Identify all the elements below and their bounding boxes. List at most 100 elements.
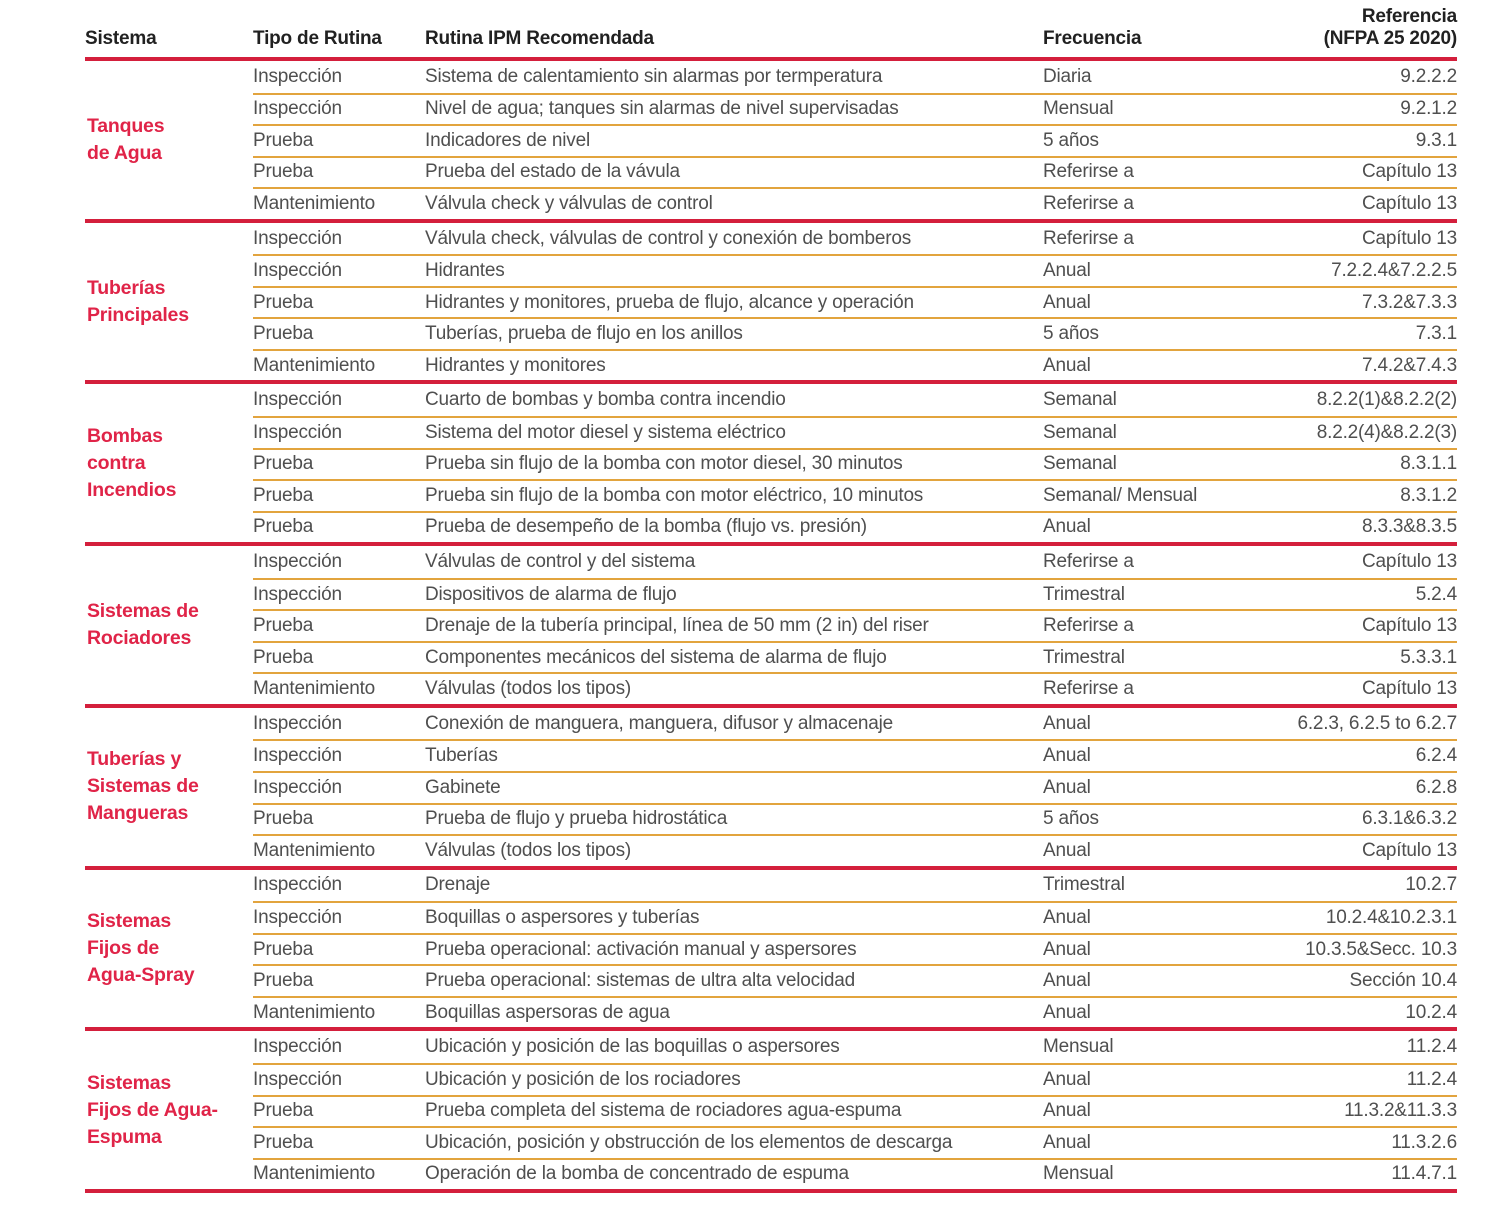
cell-tipo-de-rutina: Prueba — [253, 323, 314, 345]
table-row: Mantenimiento Hidrantes y monitores Anua… — [253, 348, 1457, 381]
column-header-sistema: Sistema — [85, 28, 157, 49]
cell-tipo-de-rutina: Prueba — [253, 808, 314, 830]
cell-rutina-ipm: Hidrantes y monitores, prueba de flujo, … — [425, 291, 914, 313]
system-label: Sistemas de Rociadores — [85, 546, 253, 704]
cell-rutina-ipm: Hidrantes y monitores — [425, 354, 606, 376]
cell-referencia: 11.2.4 — [1406, 1036, 1457, 1058]
table-row: Prueba Prueba de desempeño de la bomba (… — [253, 510, 1457, 543]
cell-frecuencia: Anual — [1043, 291, 1091, 313]
cell-rutina-ipm: Componentes mecánicos del sistema de ala… — [425, 646, 887, 668]
column-header-referencia-line1: Referencia — [1361, 6, 1457, 27]
system-label: Sistemas Fijos de Agua- Espuma — [85, 1031, 253, 1189]
cell-frecuencia: Anual — [1043, 516, 1091, 538]
cell-tipo-de-rutina: Prueba — [253, 484, 314, 506]
table-row: Mantenimiento Operación de la bomba de c… — [253, 1157, 1457, 1190]
table-row: Prueba Prueba de flujo y prueba hidrostá… — [253, 802, 1457, 835]
table-row: Prueba Ubicación, posición y obstrucción… — [253, 1126, 1457, 1158]
cell-referencia: Capítulo 13 — [1362, 161, 1457, 183]
cell-referencia: 9.3.1 — [1415, 129, 1457, 151]
cell-frecuencia: Referirse a — [1043, 615, 1134, 637]
cell-frecuencia: Trimestral — [1043, 646, 1125, 668]
cell-referencia: 6.2.3, 6.2.5 to 6.2.7 — [1297, 712, 1457, 734]
table-row: Prueba Tuberías, prueba de flujo en los … — [253, 317, 1457, 349]
cell-referencia: 8.3.1.2 — [1400, 484, 1457, 506]
cell-tipo-de-rutina: Inspección — [253, 1036, 342, 1058]
table-row: Mantenimiento Válvulas (todos los tipos)… — [253, 672, 1457, 704]
cell-tipo-de-rutina: Inspección — [253, 98, 342, 120]
cell-rutina-ipm: Prueba de desempeño de la bomba (flujo v… — [425, 516, 867, 538]
cell-frecuencia: Mensual — [1043, 1163, 1114, 1185]
system-label: Tuberías Principales — [85, 223, 253, 381]
table-row: Inspección Sistema del motor diesel y si… — [253, 416, 1457, 448]
cell-rutina-ipm: Boquillas aspersoras de agua — [425, 1001, 670, 1023]
cell-rutina-ipm: Prueba sin flujo de la bomba con motor e… — [425, 484, 924, 506]
cell-tipo-de-rutina: Mantenimiento — [253, 839, 376, 861]
cell-tipo-de-rutina: Prueba — [253, 1100, 314, 1122]
cell-frecuencia: Anual — [1043, 938, 1091, 960]
cell-rutina-ipm: Prueba de flujo y prueba hidrostática — [425, 808, 728, 830]
cell-tipo-de-rutina: Inspección — [253, 227, 342, 249]
table-row: Prueba Prueba operacional: activación ma… — [253, 932, 1457, 965]
cell-tipo-de-rutina: Prueba — [253, 516, 314, 538]
cell-tipo-de-rutina: Prueba — [253, 615, 314, 637]
cell-frecuencia: Semanal — [1043, 421, 1117, 443]
cell-referencia: 8.3.3&8.3.5 — [1362, 516, 1457, 538]
cell-frecuencia: Anual — [1043, 260, 1091, 282]
system-group-3: Sistemas de Rociadores Inspección Válvula… — [85, 546, 1457, 708]
table-row: Inspección Hidrantes Anual 7.2.2.4&7.2.2… — [253, 254, 1457, 286]
cell-tipo-de-rutina: Inspección — [253, 906, 342, 928]
system-label: Bombas contra Incendios — [85, 384, 253, 542]
system-label-line: Tuberías y — [87, 748, 182, 771]
column-header-referencia-line2: (NFPA 25 2020) — [1323, 28, 1458, 49]
cell-frecuencia: Referirse a — [1043, 227, 1134, 249]
table-row: Inspección Ubicación y posición de los r… — [253, 1062, 1457, 1095]
cell-frecuencia: Anual — [1043, 1068, 1091, 1090]
system-label: Tanques de Agua — [85, 61, 253, 219]
table-row: Inspección Nivel de agua; tanques sin al… — [253, 92, 1457, 125]
system-label-line: contra — [87, 451, 146, 474]
cell-tipo-de-rutina: Mantenimiento — [253, 192, 376, 214]
cell-tipo-de-rutina: Inspección — [253, 389, 342, 411]
system-rows: Inspección Válvula check, válvulas de co… — [253, 223, 1457, 381]
system-rows: Inspección Ubicación y posición de las b… — [253, 1031, 1457, 1189]
cell-frecuencia: Mensual — [1043, 1036, 1114, 1058]
cell-referencia: 7.3.1 — [1415, 323, 1457, 345]
cell-referencia: 10.2.4&10.2.3.1 — [1325, 906, 1457, 928]
cell-referencia: Capítulo 13 — [1362, 839, 1457, 861]
cell-referencia: 7.2.2.4&7.2.2.5 — [1331, 260, 1457, 282]
table-row: Prueba Componentes mecánicos del sistema… — [253, 640, 1457, 673]
cell-referencia: 6.2.8 — [1415, 776, 1457, 798]
system-rows: Inspección Cuarto de bombas y bomba cont… — [253, 384, 1457, 542]
table-row: Inspección Válvula check, válvulas de co… — [253, 223, 1457, 255]
cell-rutina-ipm: Prueba del estado de la vávula — [425, 161, 680, 183]
cell-tipo-de-rutina: Inspección — [253, 421, 342, 443]
cell-tipo-de-rutina: Prueba — [253, 453, 314, 475]
cell-tipo-de-rutina: Inspección — [253, 874, 342, 896]
system-label-line: Tuberías — [87, 276, 166, 299]
system-label: Sistemas Fijos de Agua-Spray — [85, 870, 253, 1028]
column-header-frecuencia: Frecuencia — [1043, 28, 1142, 49]
cell-referencia: 6.2.4 — [1415, 745, 1457, 767]
cell-tipo-de-rutina: Prueba — [253, 970, 314, 992]
cell-rutina-ipm: Sistema de calentamiento sin alarmas por… — [425, 65, 883, 87]
cell-rutina-ipm: Drenaje de la tubería principal, línea d… — [425, 615, 929, 637]
system-label-line: Rociadores — [87, 627, 192, 650]
cell-tipo-de-rutina: Mantenimiento — [253, 354, 376, 376]
system-rows: Inspección Conexión de manguera, manguer… — [253, 708, 1457, 866]
table-row: Mantenimiento Boquillas aspersoras de ag… — [253, 995, 1457, 1028]
system-group-6: Sistemas Fijos de Agua- Espuma Inspección … — [85, 1031, 1457, 1194]
cell-tipo-de-rutina: Prueba — [253, 161, 314, 183]
cell-referencia: Sección 10.4 — [1349, 970, 1458, 992]
cell-rutina-ipm: Prueba sin flujo de la bomba con motor d… — [425, 453, 903, 475]
system-rows: Inspección Sistema de calentamiento sin … — [253, 61, 1457, 219]
cell-referencia: 8.3.1.1 — [1400, 453, 1457, 475]
system-group-4: Tuberías y Sistemas de Mangueras Inspecció… — [85, 708, 1457, 870]
cell-referencia: 9.2.2.2 — [1400, 65, 1457, 87]
cell-rutina-ipm: Operación de la bomba de concentrado de … — [425, 1163, 849, 1185]
cell-referencia: Capítulo 13 — [1362, 192, 1457, 214]
cell-rutina-ipm: Boquillas o aspersores y tuberías — [425, 906, 700, 928]
cell-frecuencia: Anual — [1043, 1001, 1091, 1023]
cell-rutina-ipm: Cuarto de bombas y bomba contra incendio — [425, 389, 786, 411]
cell-rutina-ipm: Prueba operacional: activación manual y … — [425, 938, 857, 960]
table-row: Inspección Ubicación y posición de las b… — [253, 1031, 1457, 1063]
